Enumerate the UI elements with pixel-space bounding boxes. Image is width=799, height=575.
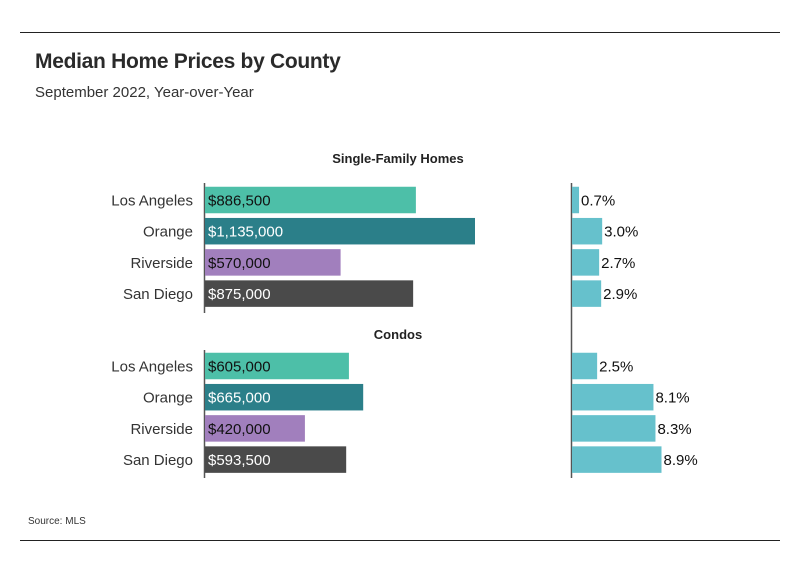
price-label-condos-orange: $665,000 <box>208 390 271 407</box>
change-bar-condos-riverside <box>572 415 656 442</box>
change-bar-single-family-los-angeles <box>572 186 580 214</box>
change-label-single-family-los-angeles: 0.7% <box>581 193 615 210</box>
page-title: Median Home Prices by County <box>35 50 341 73</box>
price-label-single-family-orange: $1,135,000 <box>208 224 283 241</box>
group-title-condos: Condos <box>374 327 422 342</box>
source-note: Source: MLS <box>28 516 86 527</box>
price-label-condos-san-diego: $593,500 <box>208 452 271 469</box>
change-label-condos-riverside: 8.3% <box>657 421 691 438</box>
change-label-condos-los-angeles: 2.5% <box>599 359 633 376</box>
price-bar-single-family-orange <box>205 217 475 245</box>
bottom-rule <box>20 540 780 541</box>
price-label-condos-riverside: $420,000 <box>208 421 271 438</box>
category-label-single-family-orange: Orange <box>143 224 193 241</box>
category-label-condos-los-angeles: Los Angeles <box>111 359 193 376</box>
change-label-single-family-orange: 3.0% <box>604 224 638 241</box>
group-title-single-family: Single-Family Homes <box>332 151 463 166</box>
change-bar-condos-los-angeles <box>572 352 598 380</box>
price-label-condos-los-angeles: $605,000 <box>208 359 271 376</box>
change-bar-single-family-san-diego <box>572 280 602 307</box>
price-bar-single-family-riverside <box>205 249 341 276</box>
change-label-single-family-san-diego: 2.9% <box>603 286 637 303</box>
category-label-condos-orange: Orange <box>143 390 193 407</box>
category-label-single-family-los-angeles: Los Angeles <box>111 193 193 210</box>
category-label-single-family-riverside: Riverside <box>130 255 193 272</box>
change-bar-condos-orange <box>572 383 654 411</box>
price-bar-condos-riverside <box>205 415 305 442</box>
change-label-single-family-riverside: 2.7% <box>601 255 635 272</box>
category-label-condos-riverside: Riverside <box>130 421 193 438</box>
price-bar-condos-san-diego <box>205 446 347 473</box>
change-bar-single-family-riverside <box>572 249 600 276</box>
price-label-single-family-riverside: $570,000 <box>208 255 271 272</box>
price-bar-single-family-san-diego <box>205 280 414 307</box>
price-label-single-family-san-diego: $875,000 <box>208 286 271 303</box>
change-label-condos-san-diego: 8.9% <box>664 452 698 469</box>
change-label-condos-orange: 8.1% <box>655 390 689 407</box>
change-bar-single-family-orange <box>572 217 603 245</box>
price-bar-condos-orange <box>205 383 364 411</box>
page-subtitle: September 2022, Year-over-Year <box>35 84 254 101</box>
price-bar-single-family-los-angeles <box>205 186 416 214</box>
price-bar-condos-los-angeles <box>205 352 349 380</box>
change-bar-condos-san-diego <box>572 446 662 473</box>
category-label-condos-san-diego: San Diego <box>123 452 193 469</box>
top-rule <box>20 32 780 33</box>
category-label-single-family-san-diego: San Diego <box>123 286 193 303</box>
price-label-single-family-los-angeles: $886,500 <box>208 193 271 210</box>
